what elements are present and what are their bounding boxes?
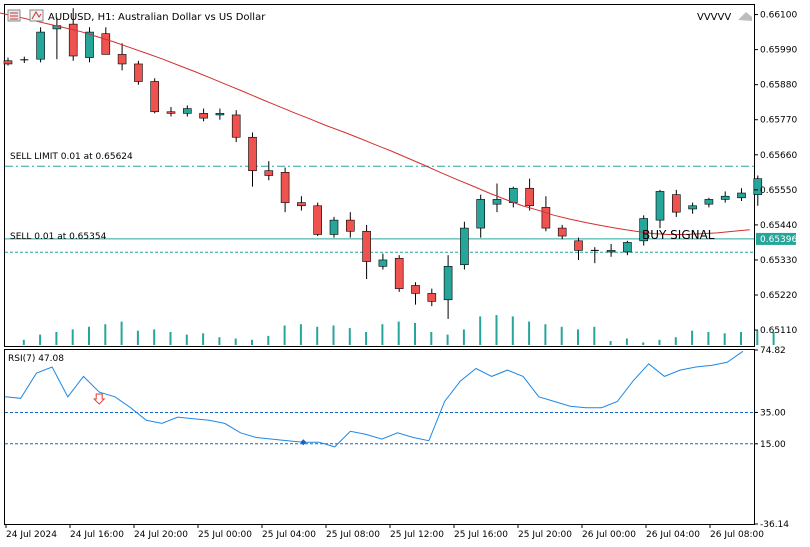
rsi-tick-label: 74.82: [760, 346, 786, 356]
time-tick-label: 25 Jul 00:00: [198, 530, 252, 540]
time-tick-label: 24 Jul 16:00: [70, 530, 124, 540]
rsi-tick-label: -36.14: [760, 520, 789, 530]
candle: [166, 106, 176, 117]
time-tick-label: 24 Jul 20:00: [134, 530, 188, 540]
candle: [720, 191, 730, 203]
candle: [199, 108, 208, 122]
price-tick-label: 0.65220: [760, 291, 797, 301]
quick-trading-icon[interactable]: [7, 9, 21, 22]
time-tick-label: 26 Jul 00:00: [582, 530, 636, 540]
price-tick-label: 0.65110: [760, 326, 797, 336]
sell-order-label: SELL 0.01 at 0.65354: [10, 232, 107, 242]
candle: [215, 108, 225, 120]
time-tick-label: 25 Jul 20:00: [518, 530, 572, 540]
candle: [704, 197, 714, 208]
candle: [574, 237, 583, 260]
candle: [248, 132, 257, 187]
candle: [134, 60, 143, 85]
sell-limit-label: SELL LIMIT 0.01 at 0.65624: [10, 152, 133, 162]
candle: [753, 175, 763, 206]
time-tick-label: 26 Jul 08:00: [710, 530, 764, 540]
rsi-pane: [4, 350, 754, 448]
candle: [394, 255, 404, 292]
time-axis: 24 Jul 2024 24 Jul 16:00 24 Jul 20:00 25 Ju…: [5, 524, 764, 540]
rsi-label: RSI(7) 47.08: [8, 354, 64, 364]
price-tick-label: 0.66100: [760, 11, 797, 21]
candle: [655, 189, 665, 229]
one-click-trading-icon[interactable]: [29, 9, 44, 22]
candle: [329, 216, 339, 238]
buy-marker-icon: [300, 439, 307, 446]
rsi-tick-label: 15.00: [760, 440, 786, 450]
rsi-pane-frame: [4, 349, 755, 525]
candle: [508, 186, 518, 208]
hat-icon: [738, 12, 752, 21]
time-tick-label: 24 Jul 2024: [6, 530, 57, 540]
price-tick-label: 0.65660: [760, 151, 797, 161]
candle: [443, 255, 453, 319]
price-axis: 0.66100 0.65990 0.65880 0.65770 0.65660 0.655…: [754, 11, 797, 530]
candle: [20, 56, 29, 64]
candle: [427, 288, 437, 307]
time-tick-label: 25 Jul 04:00: [262, 530, 316, 540]
moving-average-line: [0, 12, 750, 235]
price-tick-label: 0.65550: [760, 186, 797, 196]
current-price-tag: [756, 232, 796, 245]
candle: [297, 196, 306, 211]
candle: [737, 188, 746, 201]
price-tick-label: 0.65990: [760, 46, 797, 56]
candle: [606, 244, 616, 257]
candle: [639, 215, 649, 246]
candle: [117, 43, 127, 71]
candle: [345, 212, 355, 238]
candle: [590, 247, 599, 264]
candle: [492, 183, 502, 213]
candle: [623, 240, 632, 256]
current-price-value: 0.65396: [760, 235, 797, 245]
price-tick-label: 0.65330: [760, 256, 797, 266]
price-tick-label: 0.65770: [760, 116, 797, 126]
candle: [525, 178, 534, 211]
time-tick-label: 25 Jul 08:00: [326, 530, 380, 540]
candle: [671, 189, 681, 217]
candle: [411, 282, 420, 305]
buy-signal-label: BUY SIGNAL: [642, 228, 715, 242]
main-pane-frame: [4, 4, 755, 347]
candle: [3, 57, 13, 66]
candle: [36, 27, 45, 63]
signal-name: VVVVV: [697, 12, 731, 23]
time-tick-label: 26 Jul 04:00: [646, 530, 700, 540]
candle: [231, 110, 241, 143]
candle: [101, 27, 111, 55]
time-tick-label: 25 Jul 12:00: [390, 530, 444, 540]
candle: [460, 221, 469, 270]
candle: [313, 202, 323, 237]
price-tick-label: 0.65440: [760, 221, 797, 231]
candle: [557, 224, 567, 240]
candle: [378, 253, 388, 270]
candle: [264, 161, 274, 181]
main-pane: [0, 8, 775, 345]
candle: [150, 78, 159, 114]
candle: [362, 224, 371, 280]
sell-arrow-icon: [92, 393, 106, 405]
rsi-line: [4, 350, 744, 448]
candle: [280, 167, 290, 213]
candle: [85, 27, 94, 63]
candle: [688, 202, 697, 214]
candle: [68, 8, 78, 61]
chart-title: AUDUSD, H1: Australian Dollar vs US Doll…: [48, 12, 266, 23]
price-tick-label: 0.65880: [760, 81, 797, 91]
candle: [476, 194, 486, 238]
candle: [541, 196, 551, 232]
candle: [52, 17, 62, 60]
rsi-tick-label: 35.00: [760, 408, 786, 418]
candle: [183, 105, 192, 117]
time-tick-label: 25 Jul 16:00: [454, 530, 508, 540]
